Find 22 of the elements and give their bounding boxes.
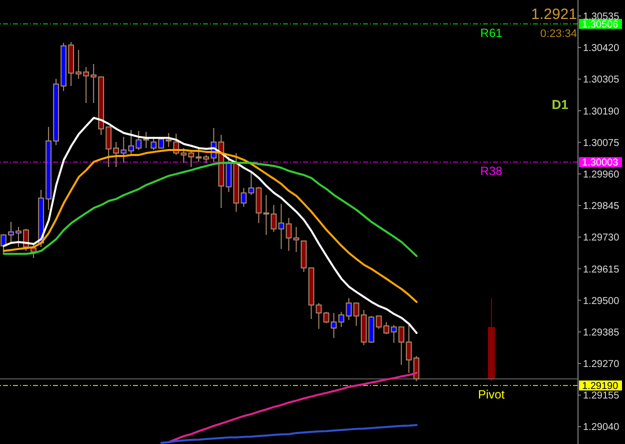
annotation: 1.2921 [531, 6, 577, 23]
ref-line-label: Pivot [478, 387, 506, 402]
text: 1.29190 [582, 380, 619, 392]
text: 1.30003 [582, 158, 619, 169]
y-tick-label: 1.29040 [583, 422, 620, 434]
y-tick-label: 1.30190 [583, 106, 620, 118]
y-tick-label: 1.29270 [583, 359, 620, 370]
y-tick-label: 1.29730 [583, 232, 620, 244]
ref-line-label: R38 [480, 164, 503, 178]
annotation: 0:23:34 [540, 28, 577, 40]
y-tick-label: 1.29615 [583, 264, 620, 276]
text: 1.30506 [582, 19, 619, 30]
y-tick-label: 1.29500 [583, 296, 620, 307]
y-tick-label: 1.29845 [583, 201, 620, 212]
y-tick-label: 1.29960 [583, 169, 620, 180]
y-tick-label: 1.30075 [583, 138, 620, 149]
y-tick-label: 1.30305 [583, 74, 620, 86]
y-tick-label: 1.30420 [583, 43, 620, 54]
y-tick-label: 1.29385 [583, 327, 620, 338]
annotation: D1 [552, 97, 568, 112]
ref-line-label: R61 [480, 26, 503, 40]
y-tick-label: 1.29155 [583, 390, 620, 402]
